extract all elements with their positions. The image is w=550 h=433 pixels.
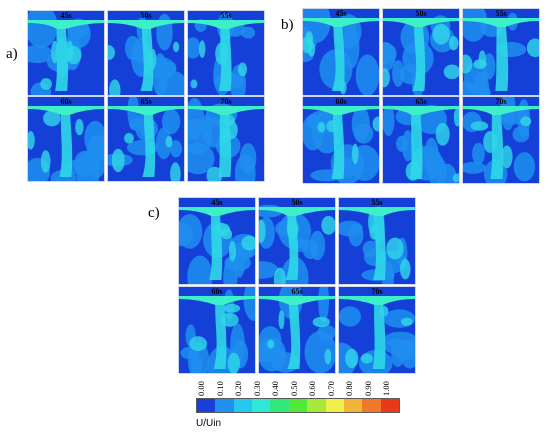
time-label: 55s <box>220 11 232 20</box>
colorbar-segment <box>233 399 253 412</box>
panel-label-a: a) <box>6 46 18 62</box>
colorbar-segment <box>215 399 234 412</box>
contour-plot: 70s <box>338 286 416 374</box>
time-label: 70s <box>495 97 507 106</box>
colorbar-tick: 0.80 <box>344 381 354 396</box>
contour-field <box>463 9 539 95</box>
contour-plot: 70s <box>462 96 540 184</box>
contour-field <box>303 97 379 183</box>
colorbar-tick: 0.30 <box>252 381 262 396</box>
contour-field <box>259 287 335 373</box>
colorbar-tick: 0.10 <box>215 381 225 396</box>
contour-plot: 45s <box>302 8 380 96</box>
contour-field <box>188 11 264 95</box>
contour-field <box>463 97 539 183</box>
time-label: 55s <box>371 198 383 207</box>
contour-plot: 65s <box>258 286 336 374</box>
time-label: 70s <box>220 97 232 106</box>
colorbar-segment <box>325 399 344 412</box>
colorbar-tick: 0.60 <box>307 381 317 396</box>
contour-plot: 45s <box>178 197 256 285</box>
colorbar-tick: 0.50 <box>289 381 299 396</box>
contour-field <box>188 97 264 181</box>
time-label: 60s <box>60 97 72 106</box>
contour-plot: 50s <box>258 197 336 285</box>
contour-plot: 55s <box>462 8 540 96</box>
contour-plot: 45s <box>27 10 105 96</box>
contour-field <box>383 97 459 183</box>
time-label: 65s <box>140 97 152 106</box>
contour-plot: 65s <box>107 96 185 182</box>
time-label: 50s <box>415 9 427 18</box>
contour-field <box>383 9 459 95</box>
colorbar <box>196 398 400 413</box>
contour-field <box>179 287 255 373</box>
colorbar-segment <box>343 399 363 412</box>
colorbar-segment <box>270 399 289 412</box>
contour-field <box>179 198 255 284</box>
colorbar-segment <box>307 399 326 412</box>
time-label: 60s <box>211 287 223 296</box>
time-label: 70s <box>371 287 383 296</box>
colorbar-segment <box>252 399 271 412</box>
contour-field <box>28 11 104 95</box>
time-label: 65s <box>415 97 427 106</box>
contour-plot: 65s <box>382 96 460 184</box>
time-label: 55s <box>495 9 507 18</box>
contour-plot: 60s <box>302 96 380 184</box>
contour-plot: 70s <box>187 96 265 182</box>
time-label: 50s <box>291 198 303 207</box>
colorbar-tick: 0.20 <box>233 381 243 396</box>
colorbar-tick: 1.00 <box>381 381 391 396</box>
colorbar-segment <box>362 399 381 412</box>
contour-plot: 60s <box>178 286 256 374</box>
panel-label-c: c) <box>148 205 160 221</box>
contour-field <box>339 287 415 373</box>
colorbar-tick: 0.40 <box>270 381 280 396</box>
contour-field <box>259 198 335 284</box>
contour-plot: 50s <box>382 8 460 96</box>
contour-field <box>28 97 104 181</box>
colorbar-tick: 0.90 <box>363 381 373 396</box>
contour-field <box>108 11 184 95</box>
contour-field <box>303 9 379 95</box>
contour-plot: 55s <box>338 197 416 285</box>
colorbar-label: U/Uin <box>196 418 222 429</box>
panel-label-b: b) <box>281 17 294 33</box>
contour-plot: 50s <box>107 10 185 96</box>
colorbar-tick: 0.00 <box>196 381 206 396</box>
time-label: 60s <box>335 97 347 106</box>
colorbar-segment <box>197 399 216 412</box>
time-label: 45s <box>211 198 223 207</box>
colorbar-segment <box>288 399 308 412</box>
time-label: 65s <box>291 287 303 296</box>
contour-plot: 60s <box>27 96 105 182</box>
contour-field <box>108 97 184 181</box>
time-label: 45s <box>60 11 72 20</box>
colorbar-tick: 0.70 <box>326 381 336 396</box>
colorbar-segment <box>380 399 399 412</box>
time-label: 50s <box>140 11 152 20</box>
contour-plot: 55s <box>187 10 265 96</box>
contour-field <box>339 198 415 284</box>
time-label: 45s <box>335 9 347 18</box>
